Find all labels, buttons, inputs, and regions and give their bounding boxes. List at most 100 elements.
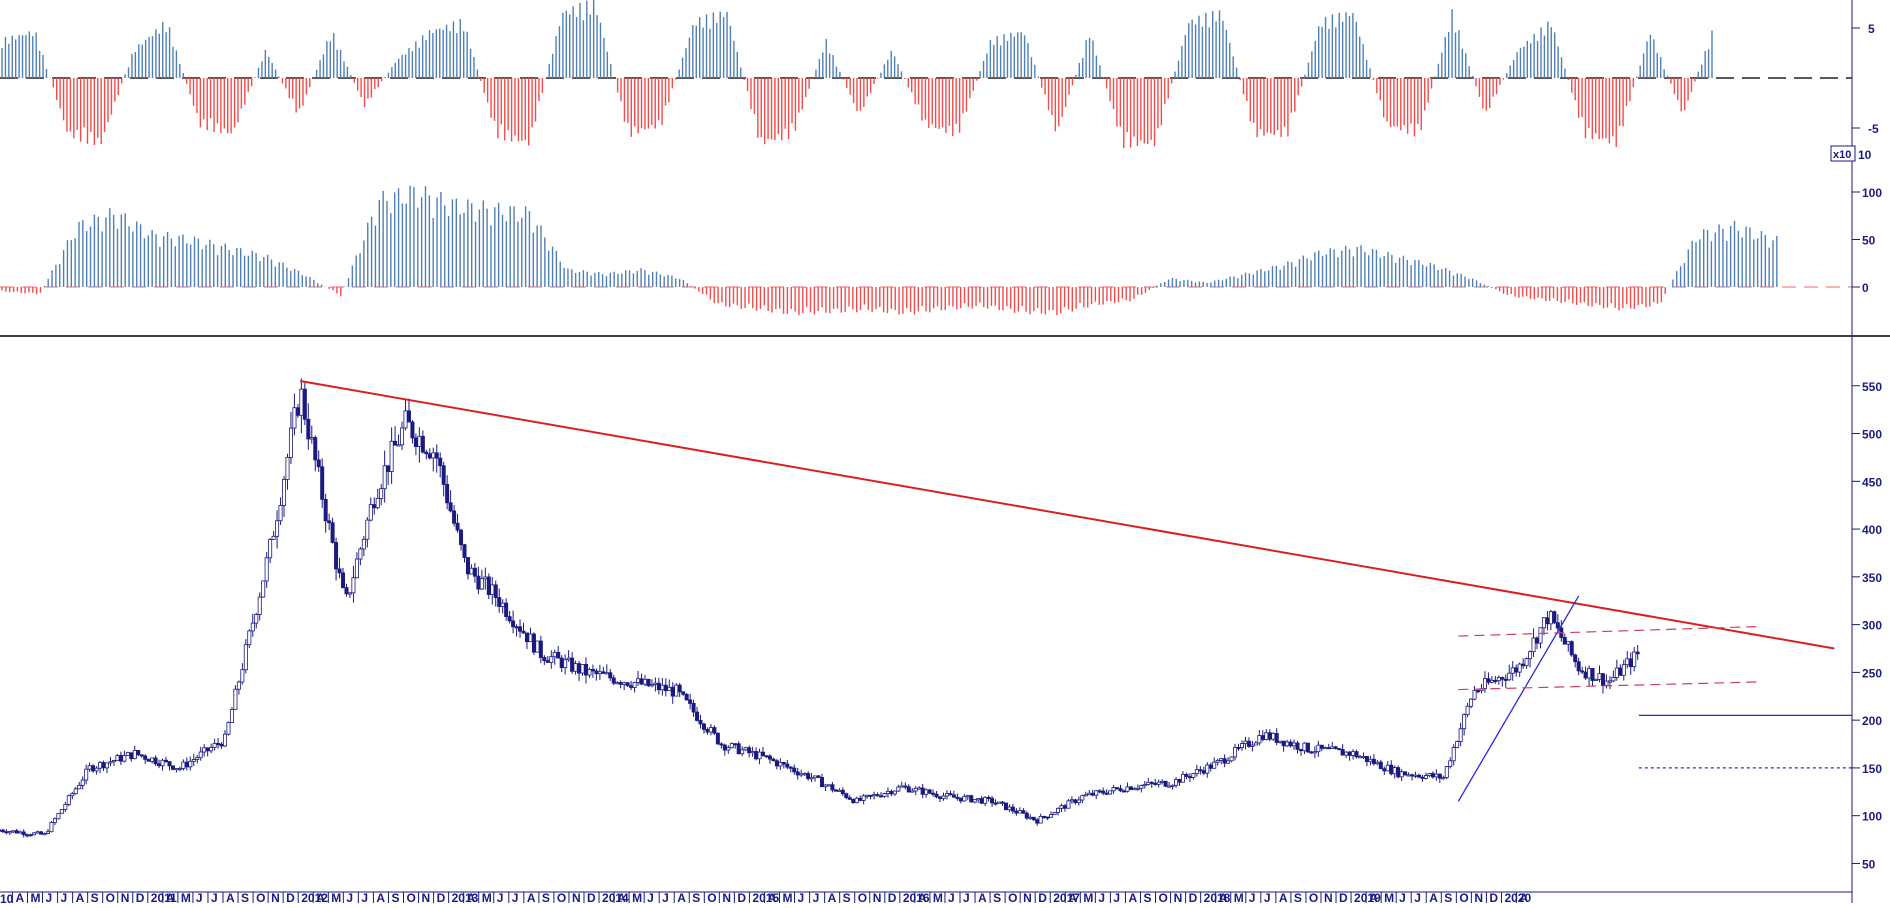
candle-body bbox=[1111, 787, 1116, 792]
candle-body bbox=[944, 793, 949, 797]
time-axis-label: J bbox=[497, 891, 504, 903]
time-axis-label: S bbox=[993, 891, 1001, 903]
candle-body bbox=[608, 672, 613, 679]
candle-body bbox=[743, 747, 748, 751]
time-axis-label: M bbox=[1083, 891, 1093, 903]
candle-body bbox=[521, 630, 526, 634]
candle-body bbox=[660, 684, 665, 691]
candle-body bbox=[0, 829, 5, 833]
candle-body bbox=[261, 580, 266, 598]
candle-body bbox=[879, 795, 884, 798]
time-axis-label: J bbox=[1249, 891, 1256, 903]
candle-body bbox=[1493, 679, 1498, 682]
candle-body bbox=[1621, 664, 1626, 676]
candle-body bbox=[1271, 733, 1276, 740]
candle-body bbox=[191, 759, 196, 762]
candle-body bbox=[1118, 788, 1123, 792]
candle-body bbox=[104, 762, 109, 769]
candle-body bbox=[934, 793, 939, 798]
candle-body bbox=[80, 779, 85, 786]
candle-body bbox=[705, 729, 710, 733]
candle-body bbox=[1128, 786, 1133, 790]
candle-body bbox=[913, 787, 918, 792]
candle-body bbox=[649, 684, 654, 687]
candle-body bbox=[438, 457, 443, 467]
candle-body bbox=[1066, 800, 1071, 809]
candle-body bbox=[1385, 764, 1390, 772]
candle-body bbox=[122, 755, 127, 762]
time-axis-label: J bbox=[46, 891, 53, 903]
candle-body bbox=[1548, 611, 1553, 625]
candle-body bbox=[1545, 617, 1550, 625]
candle-body bbox=[70, 793, 75, 797]
price-tick-label: 500 bbox=[1862, 428, 1882, 442]
candle-body bbox=[1354, 751, 1359, 758]
candle-body bbox=[49, 822, 54, 833]
candle-body bbox=[719, 743, 724, 746]
time-axis-label: D bbox=[136, 891, 145, 903]
candle-body bbox=[840, 789, 845, 795]
candle-body bbox=[639, 678, 644, 685]
time-axis-label: M bbox=[1384, 891, 1394, 903]
candle-body bbox=[1618, 667, 1623, 676]
candle-body bbox=[563, 659, 568, 669]
candle-body bbox=[35, 831, 40, 834]
candle-body bbox=[1156, 781, 1161, 785]
candle-body bbox=[906, 786, 911, 793]
time-axis-label: S bbox=[1294, 891, 1302, 903]
candle-body bbox=[1069, 799, 1074, 802]
candle-body bbox=[611, 677, 616, 684]
candle-body bbox=[1028, 816, 1033, 819]
candle-body bbox=[1462, 714, 1467, 730]
candle-body bbox=[157, 763, 162, 767]
candle-body bbox=[806, 773, 811, 780]
candle-body bbox=[917, 787, 922, 790]
candle-body bbox=[476, 575, 481, 590]
candle-body bbox=[132, 750, 137, 760]
candle-body bbox=[240, 669, 245, 683]
candle-body bbox=[243, 644, 248, 671]
candle-body bbox=[299, 388, 304, 416]
candle-body bbox=[354, 558, 359, 579]
time-axis-label: A bbox=[1128, 891, 1137, 903]
time-axis-label: D bbox=[1339, 891, 1348, 903]
candle-body bbox=[573, 663, 578, 672]
candle-body bbox=[56, 812, 61, 820]
time-axis-label: J bbox=[361, 891, 368, 903]
candle-body bbox=[164, 759, 169, 762]
candle-body bbox=[903, 785, 908, 788]
candle-body bbox=[781, 761, 786, 765]
candle-body bbox=[931, 792, 936, 795]
candle-body bbox=[306, 418, 311, 440]
time-axis-label: N bbox=[271, 891, 280, 903]
candle-body bbox=[1396, 767, 1401, 778]
candle-body bbox=[830, 784, 835, 791]
candle-body bbox=[1201, 770, 1206, 774]
candle-body bbox=[1024, 812, 1029, 819]
candle-body bbox=[1569, 641, 1574, 656]
candle-body bbox=[1184, 773, 1189, 777]
candle-body bbox=[653, 682, 658, 685]
candle-body bbox=[958, 797, 963, 802]
candle-body bbox=[320, 466, 325, 500]
candle-body bbox=[1146, 781, 1151, 785]
candle-body bbox=[816, 775, 821, 778]
time-axis-label: M bbox=[1234, 891, 1244, 903]
candle-body bbox=[729, 743, 734, 749]
candle-body bbox=[1260, 735, 1265, 740]
candle-body bbox=[1583, 671, 1588, 679]
candle-body bbox=[771, 758, 776, 762]
candle-body bbox=[1448, 760, 1453, 767]
candle-body bbox=[809, 777, 814, 780]
candle-body bbox=[1177, 779, 1182, 783]
candle-body bbox=[518, 626, 523, 632]
candle-body bbox=[976, 798, 981, 801]
candle-body bbox=[1132, 788, 1137, 791]
candle-body bbox=[823, 784, 828, 788]
candle-body bbox=[997, 801, 1002, 804]
candle-body bbox=[1080, 795, 1085, 801]
candle-body bbox=[792, 767, 797, 773]
candle-body bbox=[1371, 758, 1376, 765]
candle-body bbox=[87, 765, 92, 770]
